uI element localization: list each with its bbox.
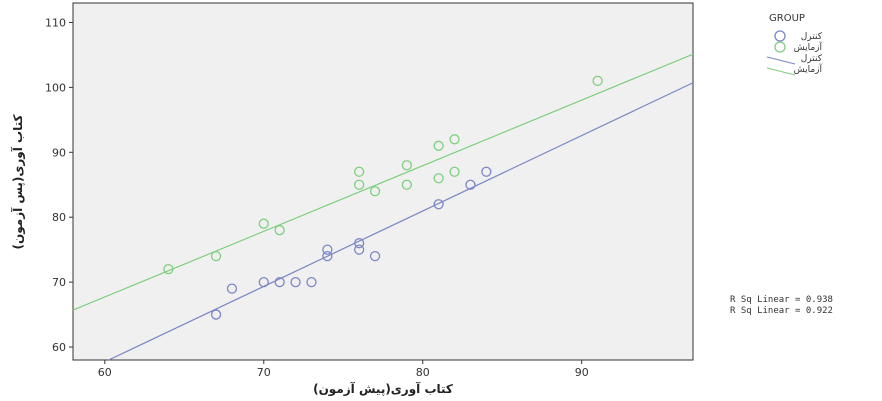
y-tick-label: 80 [52,211,66,224]
data-point-series-1 [210,250,222,262]
legend-label-experimental: آزمایش [794,41,823,53]
x-axis-title: کتاب آوری(پیش آزمون) [313,381,453,397]
data-points [163,75,603,320]
legend-line-control [766,56,796,65]
legend-label-control: کنترل [801,32,823,42]
data-point-series-1 [354,179,365,190]
y-tick-label: 90 [52,146,66,159]
x-tick-label: 60 [98,366,112,379]
legend-title: GROUP [769,13,805,24]
data-point-series-0 [258,276,269,288]
data-point-series-1 [369,186,381,197]
x-tick-label: 70 [257,366,271,379]
data-point-series-1 [433,173,444,184]
x-axis-ticks: 60 70 80 90 [98,360,589,379]
x-tick-label: 80 [416,366,430,379]
data-point-series-1 [592,75,603,87]
r-squared-experimental: R Sq Linear = 0.922 [730,306,833,316]
y-tick-label: 110 [45,16,66,29]
data-point-series-0 [481,166,492,177]
data-point-series-1 [449,134,460,145]
y-axis-ticks: 60 70 80 90 100 110 [45,16,73,354]
data-point-series-1 [401,160,412,171]
fit-line-series-1 [72,53,694,311]
x-tick-label: 90 [575,366,589,379]
fit-line-series-0 [108,82,694,361]
data-point-series-0 [354,238,365,249]
data-point-series-0 [433,199,444,210]
legend-label-experimental-fit: آزمایش [794,63,823,75]
legend: GROUP کنترل آزمایش کنترل آزمایش [766,13,823,76]
y-tick-label: 70 [52,276,66,289]
legend-label-control-fit: کنترل [801,54,823,64]
data-point-series-0 [226,283,238,294]
data-point-series-0 [274,276,285,288]
data-point-series-1 [258,218,269,229]
data-point-series-1 [433,140,444,151]
legend-marker-control [774,30,786,42]
data-point-series-1 [401,179,412,190]
legend-marker-experimental [774,41,786,53]
y-tick-label: 60 [52,341,66,354]
y-tick-label: 100 [45,81,66,94]
data-point-series-1 [354,166,365,177]
data-point-series-0 [322,250,333,262]
data-point-series-0 [369,250,381,262]
data-point-series-0 [306,276,317,288]
data-point-series-0 [354,244,365,255]
data-point-series-1 [449,166,460,177]
data-point-series-1 [163,263,174,275]
data-point-series-0 [290,276,301,288]
y-axis-title: کتاب آوری(پس آزمون) [10,115,26,250]
data-point-series-1 [274,225,285,236]
data-point-series-0 [210,309,222,320]
regression-lines [72,53,694,361]
data-point-series-0 [322,244,333,255]
data-point-series-0 [465,179,476,190]
legend-line-experimental [766,67,796,76]
r-squared-control: R Sq Linear = 0.938 [730,295,833,305]
